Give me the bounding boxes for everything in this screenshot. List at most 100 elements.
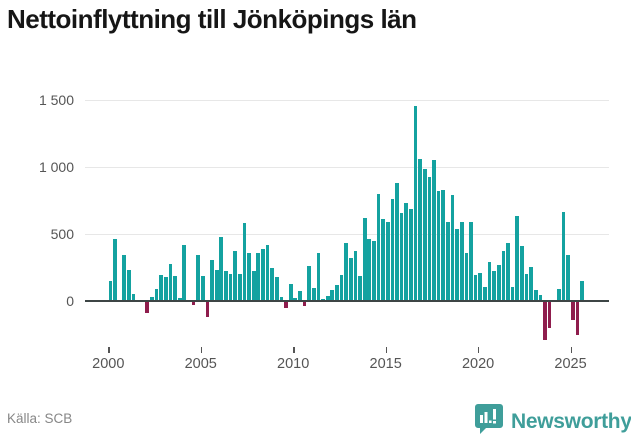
bar-2018-Q4 [455,228,459,301]
y-axis-label: 1 000 [38,159,74,176]
newsworthy-bubble-chart-icon [474,403,504,440]
bar-2013-Q1 [348,257,353,301]
x-tick-2010 [293,347,295,353]
bar-2009-Q3 [284,301,288,309]
bar-2014-Q2 [372,241,376,301]
bar-2007-Q3 [247,252,251,301]
bar-2010-Q3 [302,301,307,307]
bar-2004-Q4 [196,255,201,301]
bar-2024-Q2 [557,289,561,301]
bar-2008-Q4 [270,267,275,301]
gridline-1500 [85,100,609,102]
bar-2018-Q1 [441,189,446,301]
bar-2014-Q3 [376,194,381,301]
bar-2013-Q2 [353,250,358,301]
bar-2004-Q1 [182,244,187,301]
bar-2008-Q1 [256,252,261,301]
bar-2019-Q4 [473,274,478,301]
bar-2021-Q1 [496,264,501,301]
bar-2019-Q2 [464,252,469,301]
bar-2015-Q4 [399,212,404,301]
bar-2005-Q3 [210,260,214,301]
bar-2000-Q2 [113,239,117,301]
newsworthy-logo[interactable]: Newsworthy [474,403,631,440]
x-axis-label: 2000 [92,356,125,372]
bar-2018-Q2 [446,221,450,301]
newsworthy-wordmark: Newsworthy [511,409,631,433]
bar-2020-Q2 [483,286,487,301]
bar-2015-Q2 [390,198,395,301]
bar-2010-Q4 [307,266,312,301]
bar-2009-Q2 [279,297,284,301]
bar-2007-Q2 [242,223,247,301]
y-axis-label: 1 500 [38,92,74,109]
bar-2017-Q3 [432,159,436,301]
x-tick-2025 [570,347,572,353]
bar-2003-Q3 [173,276,177,301]
bar-2011-Q4 [325,295,330,301]
bar-2000-Q1 [108,280,113,301]
x-axis-label: 2020 [461,356,495,372]
bar-2008-Q3 [265,244,270,301]
gridline-500 [85,234,609,236]
bar-2003-Q1 [163,277,168,301]
bar-2008-Q2 [261,248,265,301]
bar-2006-Q2 [224,271,228,301]
bar-2005-Q4 [214,270,219,301]
bar-2012-Q4 [344,243,348,301]
source-caption: Källa: SCB [7,411,73,426]
bar-2021-Q4 [510,286,515,301]
bar-2013-Q4 [362,218,367,301]
bar-2010-Q1 [293,298,298,301]
bar-2001-Q1 [126,270,131,301]
chart-title: Nettoinflyttning till Jönköpings län [7,4,417,34]
bar-2013-Q3 [358,275,362,301]
bar-2021-Q2 [501,251,506,301]
bar-2022-Q2 [520,246,524,301]
bar-2006-Q4 [233,250,238,301]
bar-2020-Q4 [492,271,496,301]
bar-2016-Q2 [409,208,413,301]
bar-2002-Q3 [154,288,159,301]
bar-2022-Q3 [524,274,529,301]
x-axis-label: 2015 [369,356,402,372]
bar-2021-Q3 [506,242,510,301]
bar-2001-Q2 [131,293,136,301]
bar-2003-Q4 [177,298,182,301]
bar-2005-Q2 [205,301,210,318]
bar-2016-Q4 [418,158,422,301]
bar-2002-Q1 [145,301,150,313]
bar-2020-Q1 [478,273,483,301]
y-axis-label: 500 [50,226,74,243]
x-tick-2005 [200,347,203,353]
bar-2009-Q4 [288,284,293,301]
bar-2002-Q2 [150,296,154,301]
bar-2018-Q3 [450,195,455,301]
bar-2005-Q1 [200,275,205,301]
bar-2006-Q1 [219,236,224,301]
bar-2006-Q3 [228,273,233,301]
bar-2007-Q1 [237,273,242,301]
bar-2023-Q3 [543,301,547,341]
x-tick-2000 [108,347,110,353]
bar-2012-Q1 [330,289,335,301]
bar-2025-Q3 [580,280,584,301]
bar-2023-Q1 [533,289,538,301]
bar-2023-Q2 [538,294,543,301]
x-tick-2015 [385,347,388,353]
bar-2012-Q2 [335,284,339,301]
bar-2009-Q1 [274,277,279,301]
bar-2010-Q2 [298,290,302,301]
bar-2016-Q1 [404,202,409,301]
bar-2017-Q1 [422,168,427,301]
bar-2025-Q2 [575,301,580,336]
bar-2004-Q3 [191,301,196,306]
bar-2012-Q3 [339,275,344,301]
bar-2002-Q4 [159,274,164,301]
bar-2017-Q2 [427,176,432,301]
x-axis-label: 2010 [277,356,310,372]
x-axis-label: 2005 [184,356,217,372]
x-tick-2020 [478,347,480,353]
bar-2023-Q4 [547,301,552,329]
